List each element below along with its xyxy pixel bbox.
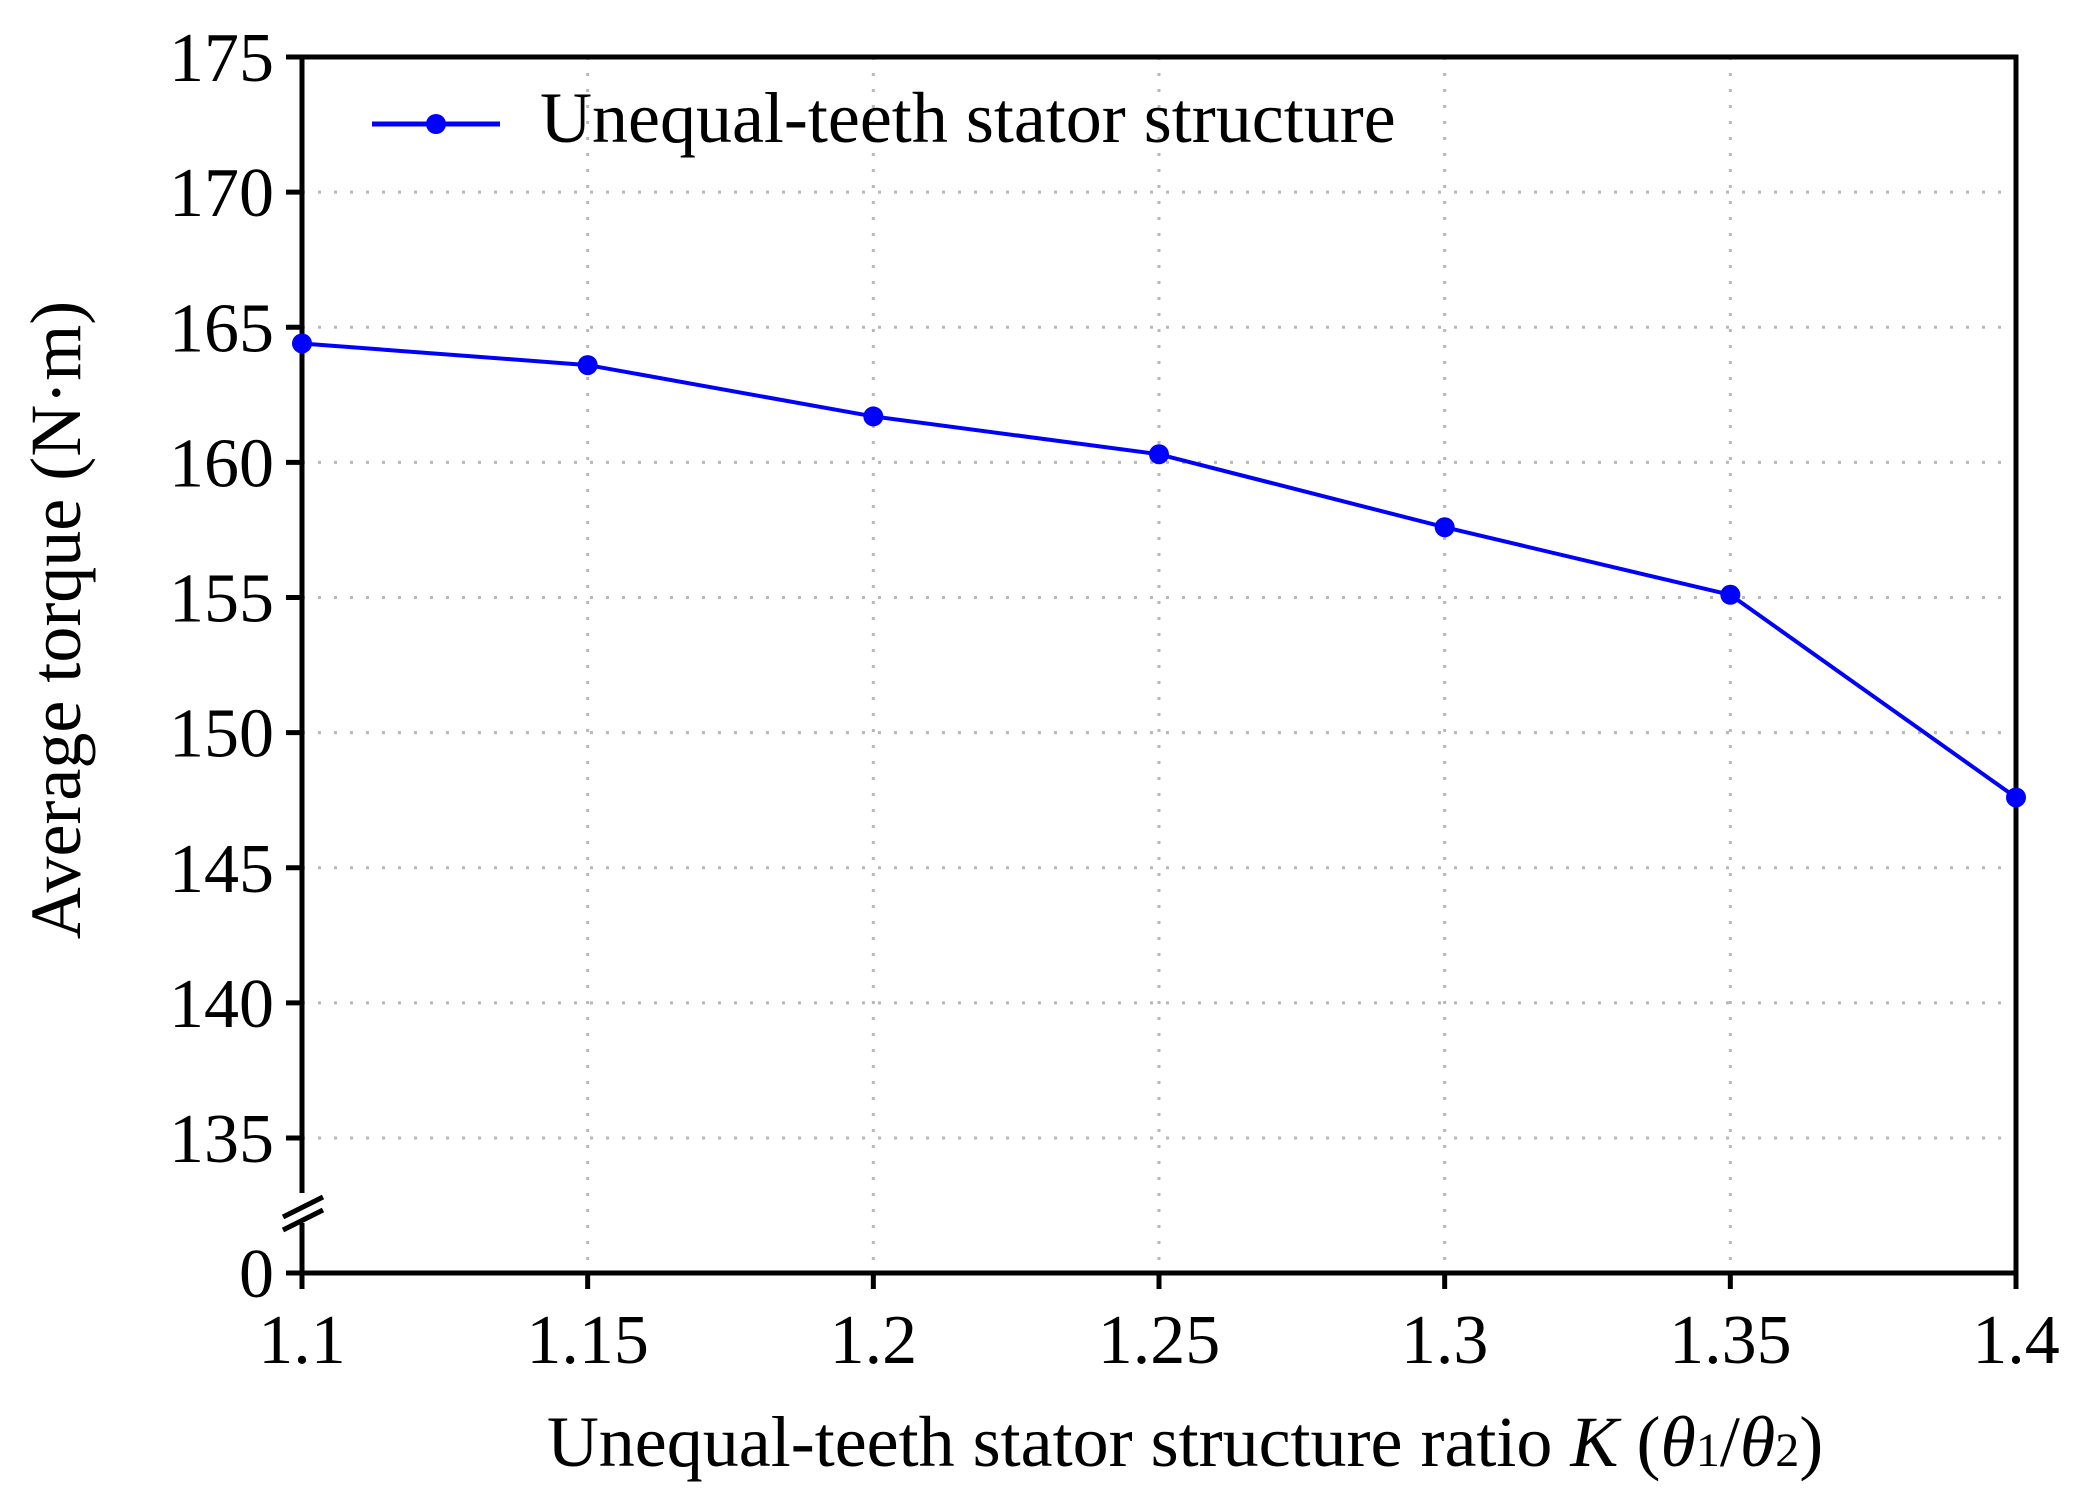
data-point: [863, 406, 884, 427]
x-axis-title-sub1: 1: [1696, 1424, 1720, 1477]
series-layer: [292, 333, 2026, 808]
y-tick-label: 150: [169, 696, 274, 773]
x-tick-label: 1.35: [1669, 1302, 1792, 1379]
y-tick-label: 170: [169, 155, 274, 232]
data-point: [1720, 584, 1741, 605]
x-axis-title-text: Unequal-teeth stator structure ratio: [547, 1402, 1571, 1482]
x-tick-label: 1.3: [1401, 1302, 1489, 1379]
x-tick-label: 1.1: [258, 1302, 346, 1379]
y-axis-title: Average torque (N·m): [16, 301, 96, 939]
y-tick-label: 175: [169, 20, 274, 97]
x-axis-title-theta2: θ: [1740, 1402, 1775, 1482]
x-axis-title-paren-close: ): [1799, 1402, 1823, 1482]
data-point: [292, 333, 312, 354]
data-point: [1149, 444, 1169, 465]
data-point: [1434, 517, 1455, 538]
x-tick-label: 1.25: [1098, 1302, 1221, 1379]
legend-marker: [426, 114, 446, 134]
y-tick-label: 165: [169, 290, 274, 367]
y-tick-label: 160: [169, 425, 274, 502]
legend-entry: Unequal-teeth stator structure: [540, 78, 1396, 158]
x-tick-label: 1.15: [526, 1302, 649, 1379]
axes: [281, 54, 2019, 1276]
x-axis-title: Unequal-teeth stator structure ratio K (…: [547, 1402, 1823, 1482]
x-axis-title-slash: /: [1720, 1402, 1740, 1482]
legend: Unequal-teeth stator structure: [372, 78, 1396, 158]
y-tick-label: 0: [239, 1236, 274, 1313]
axis-ticks: 1.1 1.15 1.2 1.25 1.3 1.35 1.4 135 140 145 150 155 1…: [169, 20, 2060, 1379]
x-tick-label: 1.2: [830, 1302, 918, 1379]
x-axis-title-theta1: θ: [1660, 1402, 1695, 1482]
x-axis-title-var: K: [1569, 1402, 1622, 1482]
data-point: [577, 355, 598, 376]
y-tick-label: 140: [169, 966, 274, 1043]
x-axis-title-sub2: 2: [1775, 1424, 1799, 1477]
x-axis-title-paren-open: (: [1618, 1402, 1660, 1482]
y-tick-label: 135: [169, 1101, 274, 1178]
y-tick-label: 145: [169, 831, 274, 908]
grid-lines: [302, 57, 2016, 1273]
data-point: [2006, 787, 2026, 808]
y-tick-label: 155: [169, 561, 274, 638]
x-tick-label: 1.4: [1972, 1302, 2060, 1379]
y-axis-break-mark: [281, 1193, 325, 1233]
